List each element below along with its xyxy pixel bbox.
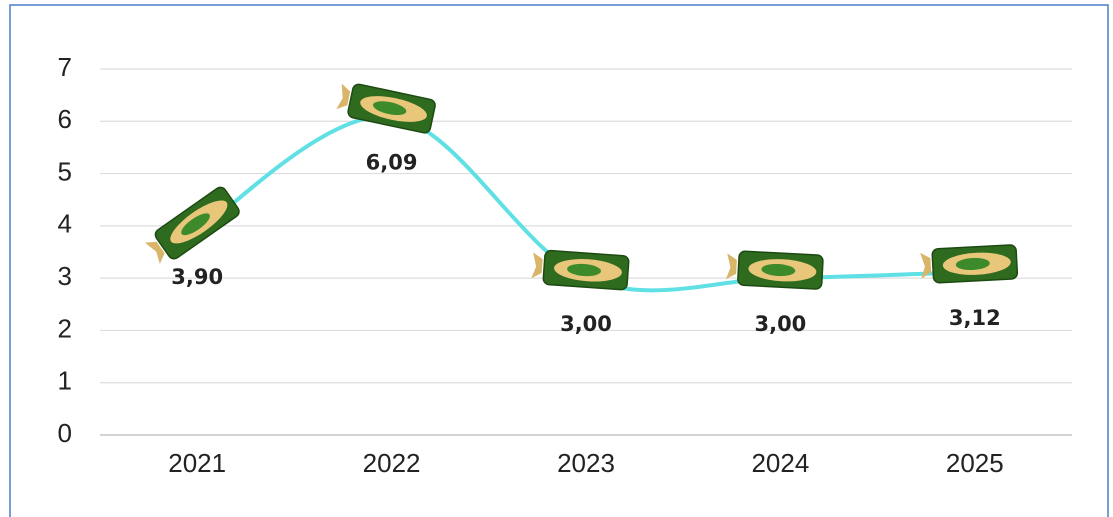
x-tick-label: 2022: [363, 448, 421, 478]
marker-leaf-inner: [181, 213, 210, 236]
y-tick-label: 1: [58, 366, 72, 396]
marker-leaf-inner: [567, 263, 601, 277]
data-label: 3,00: [560, 312, 612, 336]
data-label: 3,00: [754, 312, 806, 336]
marker-tail: [920, 252, 932, 279]
marker-leaf-inner: [372, 101, 407, 116]
y-tick-label: 6: [58, 104, 72, 134]
marker-leaf-inner: [761, 263, 796, 277]
marker: [531, 249, 630, 291]
data-label: 6,09: [366, 151, 418, 175]
data-label: 3,90: [171, 265, 223, 289]
y-tick-label: 7: [58, 52, 72, 82]
x-tick-label: 2025: [946, 448, 1004, 478]
y-tick-label: 3: [58, 261, 72, 291]
x-tick-label: 2024: [751, 448, 809, 478]
y-tick-label: 4: [58, 209, 72, 239]
marker-tail: [531, 252, 543, 279]
marker-tail: [144, 241, 165, 264]
x-tick-label: 2023: [557, 448, 615, 478]
y-tick-label: 0: [58, 418, 72, 448]
marker: [336, 83, 436, 134]
data-label: 3,12: [949, 306, 1001, 330]
y-tick-label: 5: [58, 156, 72, 186]
y-tick-label: 2: [58, 313, 72, 343]
marker: [920, 244, 1019, 284]
marker-leaf-inner: [955, 257, 990, 271]
marker: [725, 250, 824, 290]
x-tick-label: 2021: [168, 448, 226, 478]
marker: [144, 186, 240, 264]
marker-tail: [336, 83, 351, 110]
marker-tail: [725, 253, 737, 280]
